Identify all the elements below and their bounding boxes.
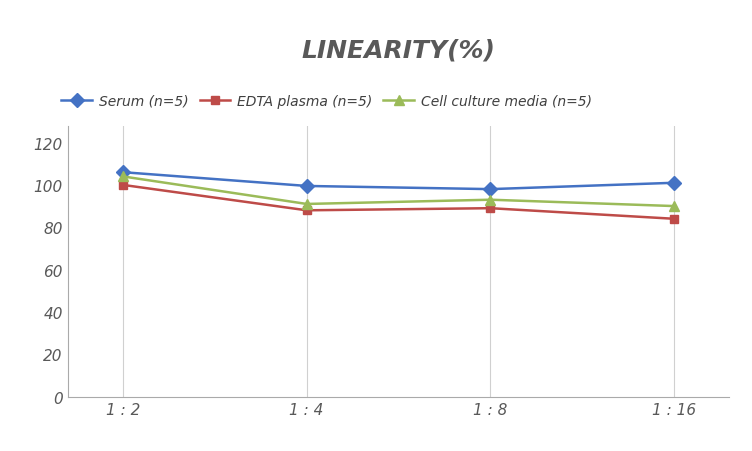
Cell culture media (n=5): [302, 202, 311, 207]
Serum (n=5): [670, 181, 679, 186]
EDTA plasma (n=5): [486, 206, 495, 212]
EDTA plasma (n=5): [670, 216, 679, 222]
Serum (n=5): [302, 184, 311, 189]
Legend: Serum (n=5), EDTA plasma (n=5), Cell culture media (n=5): Serum (n=5), EDTA plasma (n=5), Cell cul…: [62, 95, 592, 109]
EDTA plasma (n=5): [118, 183, 127, 188]
Line: Cell culture media (n=5): Cell culture media (n=5): [118, 172, 679, 212]
Line: Serum (n=5): Serum (n=5): [118, 168, 679, 194]
Cell culture media (n=5): [486, 198, 495, 203]
Serum (n=5): [486, 187, 495, 193]
Line: EDTA plasma (n=5): EDTA plasma (n=5): [119, 181, 678, 223]
Cell culture media (n=5): [118, 175, 127, 180]
Title: LINEARITY(%): LINEARITY(%): [302, 38, 496, 62]
Cell culture media (n=5): [670, 204, 679, 209]
EDTA plasma (n=5): [302, 208, 311, 214]
Serum (n=5): [118, 170, 127, 175]
